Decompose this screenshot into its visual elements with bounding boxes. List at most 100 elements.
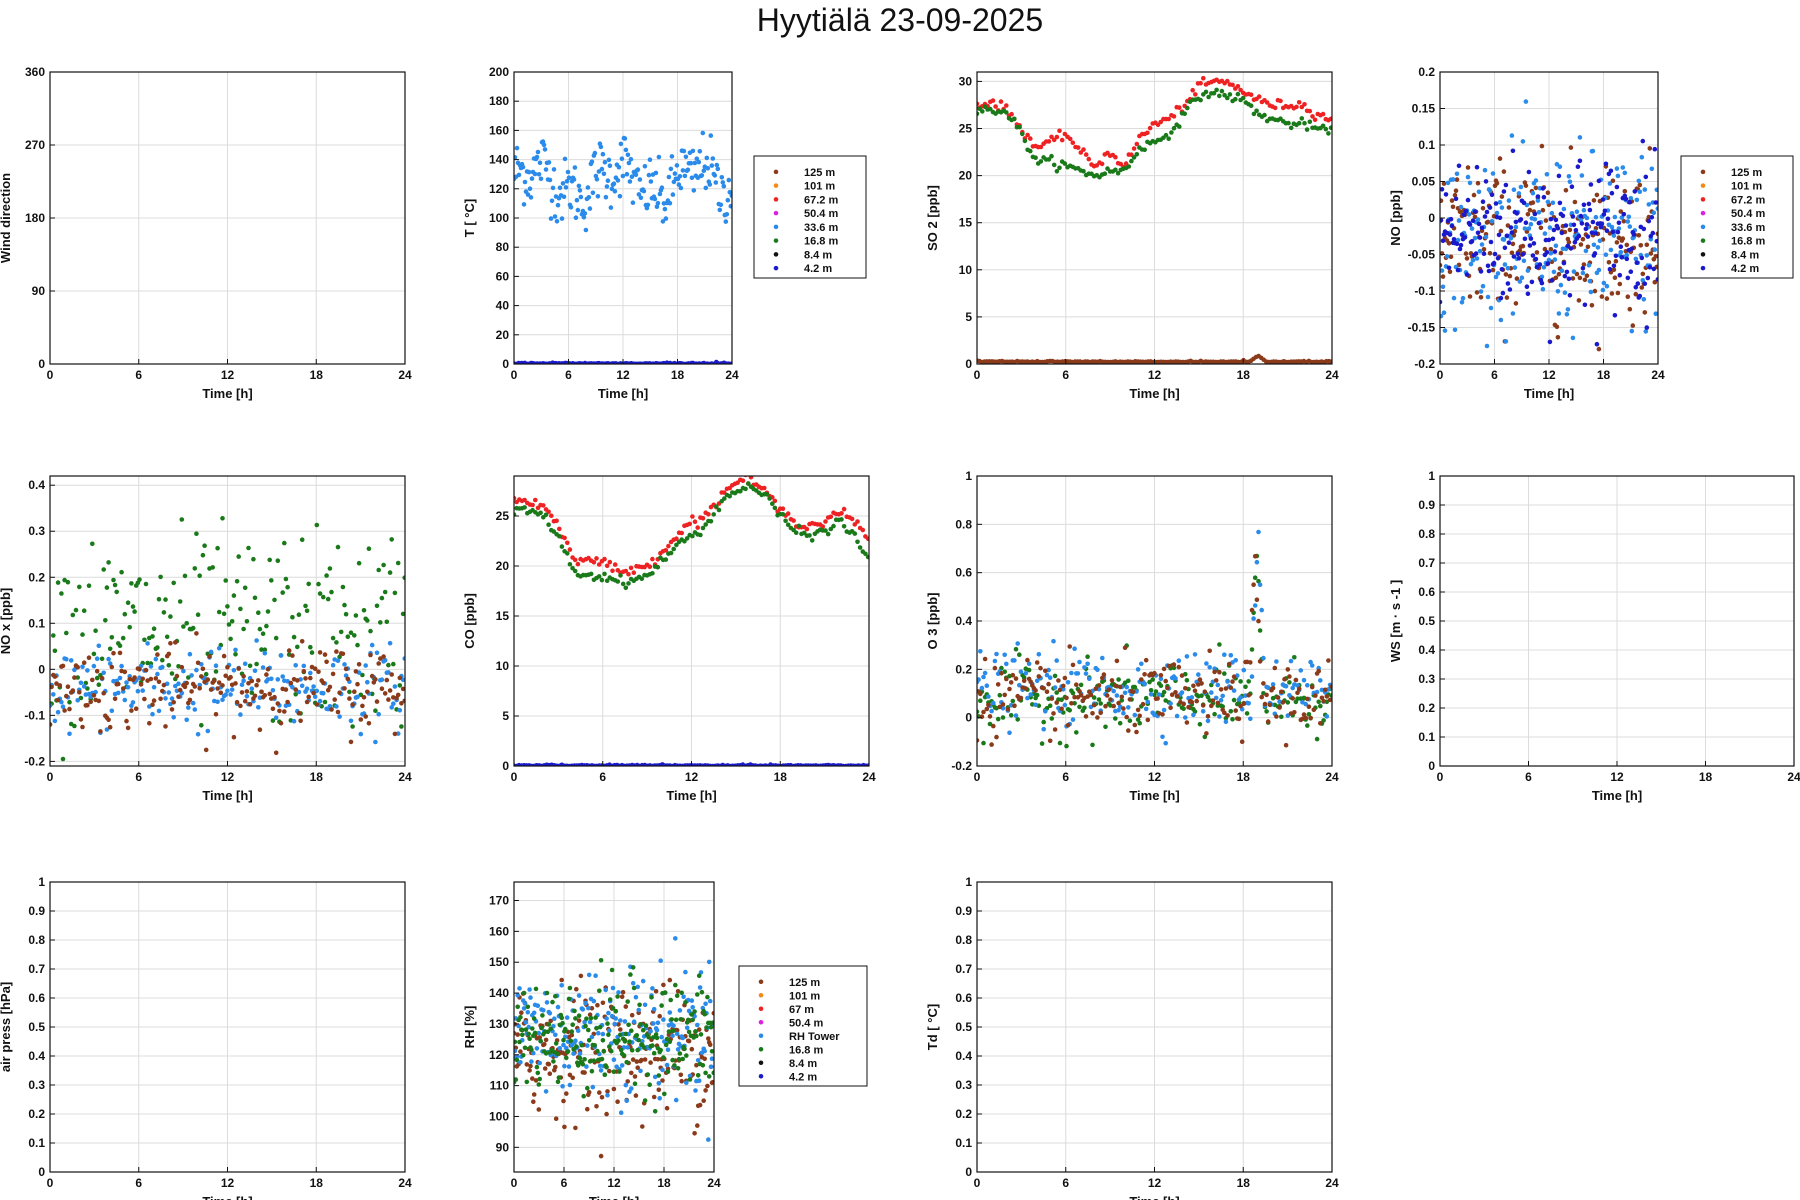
- y-tick-label: 5: [965, 310, 972, 324]
- y-tick-label: 130: [489, 1017, 509, 1031]
- data-point: [762, 485, 767, 491]
- data-point: [205, 677, 211, 682]
- data-point: [117, 675, 123, 681]
- data-point: [1475, 180, 1481, 186]
- data-point: [1517, 248, 1523, 253]
- data-point: [1604, 296, 1610, 301]
- x-tick-label: 12: [1610, 770, 1624, 784]
- data-point: [1527, 207, 1533, 213]
- data-point: [1655, 231, 1658, 236]
- data-point: [221, 653, 227, 659]
- data-point: [603, 194, 609, 200]
- data-point: [629, 1086, 634, 1091]
- data-point: [1494, 181, 1500, 186]
- data-point: [573, 1016, 578, 1021]
- data-point: [179, 664, 185, 670]
- data-point: [1545, 199, 1551, 205]
- data-point: [1448, 216, 1454, 222]
- data-point: [543, 1089, 549, 1094]
- data-point: [603, 987, 608, 993]
- data-point: [542, 147, 548, 152]
- data-point: [124, 680, 129, 685]
- legend-marker: [1700, 197, 1706, 202]
- data-point: [1264, 709, 1269, 714]
- data-point: [1558, 282, 1564, 288]
- data-point: [361, 608, 367, 613]
- data-point: [674, 536, 679, 541]
- data-point: [60, 704, 66, 709]
- data-point: [216, 645, 222, 651]
- data-point: [528, 995, 533, 1000]
- data-point: [1518, 217, 1524, 222]
- data-point: [1566, 174, 1572, 179]
- data-point: [606, 1032, 611, 1037]
- data-point: [251, 556, 256, 562]
- data-point: [1287, 680, 1292, 685]
- data-point: [703, 1001, 708, 1007]
- data-point: [705, 994, 710, 1000]
- data-point: [348, 630, 354, 635]
- data-point: [151, 626, 157, 631]
- data-point: [1485, 294, 1491, 300]
- data-point: [1322, 687, 1328, 693]
- data-point: [594, 1026, 599, 1031]
- data-point: [223, 578, 228, 583]
- data-point: [1132, 722, 1138, 728]
- data-point: [599, 577, 605, 583]
- data-point: [1482, 167, 1488, 173]
- data-point: [682, 1046, 687, 1052]
- data-point: [692, 1131, 697, 1136]
- data-point: [667, 1039, 673, 1045]
- data-point: [604, 578, 610, 583]
- data-point: [1163, 740, 1168, 746]
- data-point: [1214, 87, 1219, 93]
- chart-no: 0 6 12 18 24-0.2-0.15-0.1-0.0500.050.10.150.…: [1388, 65, 1794, 401]
- data-point: [575, 1028, 581, 1033]
- data-point: [1217, 714, 1222, 719]
- data-point: [599, 1056, 605, 1062]
- data-point: [1596, 346, 1602, 352]
- data-point: [666, 543, 671, 549]
- data-point: [1012, 116, 1017, 122]
- data-point: [1447, 232, 1453, 237]
- data-point: [1116, 677, 1121, 682]
- data-point: [176, 681, 181, 686]
- legend-entry: 8.4 m: [1731, 249, 1759, 261]
- data-point: [1215, 682, 1221, 688]
- data-point: [1137, 720, 1142, 726]
- data-point: [202, 679, 207, 685]
- data-point: [569, 1032, 575, 1038]
- data-point: [628, 565, 634, 571]
- data-point: [1044, 672, 1050, 678]
- data-point: [1495, 271, 1501, 276]
- data-point: [1211, 90, 1217, 96]
- x-tick-label: 6: [135, 368, 142, 382]
- data-point: [1090, 742, 1095, 748]
- data-point: [1256, 578, 1261, 584]
- data-point: [690, 514, 695, 519]
- y-tick-label: 0.1: [955, 1136, 972, 1150]
- data-point: [308, 675, 313, 681]
- data-point: [619, 994, 625, 1000]
- data-point: [1041, 726, 1046, 732]
- data-point: [90, 677, 95, 683]
- data-point: [1028, 148, 1033, 154]
- data-point: [345, 634, 351, 639]
- data-point: [255, 678, 261, 683]
- data-point: [306, 694, 312, 700]
- data-point: [1142, 672, 1147, 677]
- data-point: [286, 648, 292, 653]
- data-point: [586, 972, 592, 978]
- legend-entry: 67.2 m: [1731, 194, 1765, 206]
- data-point: [672, 171, 678, 176]
- data-point: [662, 206, 668, 212]
- data-point: [334, 649, 339, 654]
- data-point: [659, 1003, 664, 1008]
- data-point: [317, 698, 323, 704]
- data-point: [1582, 302, 1588, 308]
- data-point: [531, 1010, 537, 1016]
- data-point: [615, 579, 621, 584]
- data-point: [1127, 697, 1133, 702]
- data-point: [607, 1028, 612, 1033]
- data-point: [547, 1011, 553, 1016]
